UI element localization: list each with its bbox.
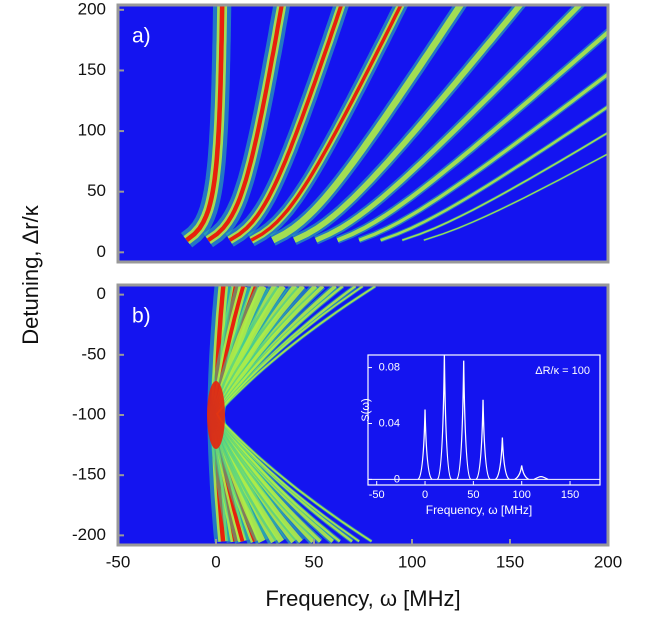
x-tick-label: 100 (398, 552, 426, 571)
panel-frame (116, 3, 610, 264)
y-tick-label: -150 (72, 465, 106, 484)
inset-annotation: ΔR/κ = 100 (535, 365, 590, 377)
panel-b (118, 285, 608, 545)
stripe-core (250, 5, 403, 242)
y-tick-label: 200 (78, 0, 106, 18)
axes: a) 0 50 100 150 200 Detuning, Δr/κ b) 0 -50 -100 -1… (18, 0, 622, 611)
inset-x-tick-label: 100 (513, 489, 531, 501)
panel-label: b) (132, 305, 151, 328)
spectrum-peak (533, 475, 549, 480)
heatmap-background (118, 285, 608, 545)
center-hotspot (207, 381, 225, 449)
x-tick-label: 50 (305, 552, 324, 571)
heatmap-background (118, 5, 608, 262)
spectrum-peak (456, 360, 472, 480)
stripe-core (207, 5, 284, 242)
y-tick-label: -200 (72, 525, 106, 544)
y-tick-label: -50 (81, 344, 106, 363)
y-tick-label: 100 (78, 121, 106, 140)
y-axis-label: Detuning, Δr/κ (18, 204, 43, 344)
y-tick-label: 150 (78, 60, 106, 79)
panel-a (118, 5, 608, 262)
y-tick-label: 0 (97, 242, 106, 261)
inset-x-tick-label: 150 (561, 489, 579, 501)
stripe-mid (380, 105, 608, 242)
inset-frame (367, 354, 601, 486)
stripe-mid (401, 131, 608, 241)
y-tick-label: 0 (97, 284, 106, 303)
inset-x-tick-label: 50 (467, 489, 479, 501)
stripe-mid (271, 5, 465, 244)
stripe-mid (293, 5, 524, 243)
y-tick-label: -100 (72, 404, 106, 423)
x-tick-label: 150 (496, 552, 524, 571)
x-tick-label: 0 (211, 552, 220, 571)
stripe-mid (358, 72, 608, 242)
spectrum-peak (494, 437, 510, 480)
inset-y-tick-label: 0.08 (379, 361, 400, 373)
panel-label: a) (132, 25, 151, 48)
spectrum-peak (417, 409, 433, 480)
stripe-core (185, 5, 225, 242)
inset: -50 0 50 100 150 0 0.04 0.08 Frequency, ω [MHz] S… (360, 354, 601, 517)
stripe-mid (336, 29, 608, 243)
x-axis-label: Frequency, ω [MHz] (265, 586, 460, 611)
inset-x-label: Frequency, ω [MHz] (426, 503, 533, 517)
spectrum-peak (514, 465, 530, 480)
x-tick-label: -50 (106, 552, 131, 571)
stripe-mid (314, 5, 584, 243)
inset-x-tick-label: -50 (369, 489, 385, 501)
spectrum-peak (475, 399, 491, 480)
x-tick-label: 200 (594, 552, 622, 571)
stripe-mid (423, 153, 608, 241)
stripe-core (228, 5, 344, 242)
inset-y-tick-label: 0 (394, 473, 400, 485)
spectrum-peak (436, 354, 452, 480)
y-tick-label: 50 (87, 181, 106, 200)
inset-y-tick-label: 0.04 (379, 417, 400, 429)
inset-x-tick-label: 0 (422, 489, 428, 501)
inset-y-label: S(ω) (360, 398, 372, 421)
